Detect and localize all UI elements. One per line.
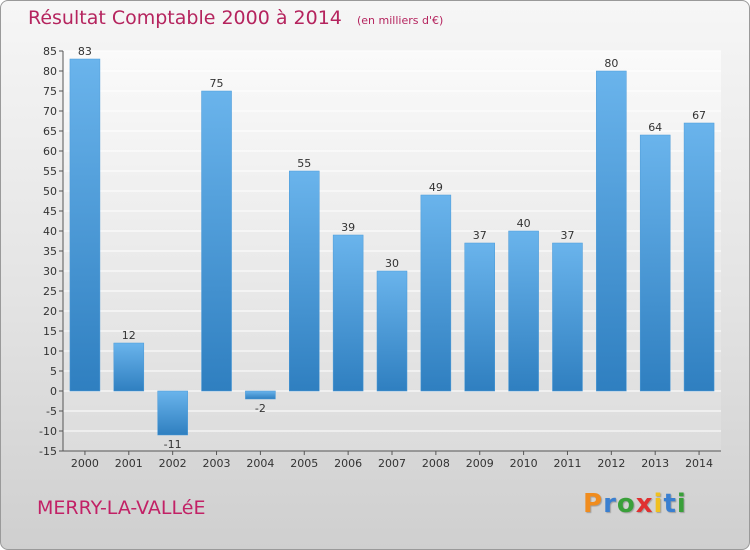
y-tick-label: 70 [43,105,57,118]
y-tick-label: 5 [50,365,57,378]
bar [113,342,145,392]
bars: 83 12 -11 75 -2 55 39 30 49 37 40 37 80 64 67 [69,45,715,451]
data-label: 55 [297,157,311,170]
x-tick-label: 2008 [422,457,450,470]
x-tick-label: 2005 [290,457,318,470]
bar [508,230,539,392]
x-tick-label: 2011 [553,457,581,470]
logo-letter: i [676,489,687,519]
data-label: -11 [164,438,182,451]
data-label: 40 [517,217,531,230]
bar [552,242,583,392]
x-tick-label: 2010 [510,457,538,470]
title-row: Résultat Comptable 2000 à 2014 (en milli… [28,7,443,29]
y-tick-label: 60 [43,145,57,158]
data-label: 83 [78,45,92,58]
bar [289,170,320,392]
data-label: 12 [122,329,136,342]
y-tick-label: 65 [43,125,57,138]
y-tick-label: 20 [43,305,57,318]
x-tick-label: 2009 [466,457,494,470]
data-label: 75 [210,77,224,90]
x-tick-label: 2014 [685,457,713,470]
y-tick-label: 15 [43,325,57,338]
logo-letter: P [583,489,604,519]
bar [639,134,671,392]
logo-letter: o [616,489,636,519]
chart-title: Résultat Comptable 2000 à 2014 [28,7,342,29]
x-tick-label: 2001 [115,457,143,470]
bar [376,270,408,392]
y-tick-label: 55 [43,165,57,178]
x-axis-ticks: 2000 2001 2002 2003 2004 2005 2006 2007 2008 2009… [71,451,713,470]
x-tick-label: 2000 [71,457,99,470]
logo-letter: r [603,489,617,519]
y-axis-ticks: -15 -10 -5 0 5 10 15 20 25 30 35 40 45 50 55 60 65 70 75 80… [39,45,63,458]
data-label: 80 [604,57,618,70]
x-tick-label: 2004 [246,457,274,470]
y-tick-label: 85 [43,45,57,58]
data-label: 37 [560,229,574,242]
logo-letter: i [653,489,664,519]
bar [201,90,232,392]
bar [420,194,452,392]
y-tick-label: 50 [43,185,57,198]
y-tick-label: 10 [43,345,57,358]
y-tick-label: 75 [43,85,57,98]
x-tick-label: 2007 [378,457,406,470]
bar [245,390,276,400]
x-tick-label: 2002 [159,457,187,470]
data-label: 30 [385,257,399,270]
logo-letter: x [635,489,654,519]
bar [332,234,364,392]
x-tick-label: 2013 [641,457,669,470]
data-label: 64 [648,121,662,134]
chart-subtitle: (en milliers d'€) [356,14,444,27]
y-tick-label: 35 [43,245,57,258]
y-tick-label: 25 [43,285,57,298]
data-label: 67 [692,109,706,122]
bar [596,70,627,392]
data-label: 49 [429,181,443,194]
y-tick-label: 80 [43,65,57,78]
logo-letter: t [663,489,677,519]
bar [157,390,188,436]
proxiti-logo: Proxiti [583,489,687,519]
place-name: MERRY-LA-VALLéE [37,497,206,519]
y-tick-label: -5 [46,405,57,418]
x-tick-label: 2006 [334,457,362,470]
bar [464,242,495,392]
y-tick-label: 40 [43,225,57,238]
data-label: -2 [255,402,266,415]
y-tick-label: -10 [39,425,57,438]
data-label: 37 [473,229,487,242]
y-tick-label: 45 [43,205,57,218]
data-label: 39 [341,221,355,234]
bar [69,58,101,392]
y-tick-label: -15 [39,445,57,458]
y-tick-label: 0 [50,385,57,398]
y-tick-label: 30 [43,265,57,278]
x-tick-label: 2003 [203,457,231,470]
x-tick-label: 2012 [597,457,625,470]
bar [683,122,715,392]
